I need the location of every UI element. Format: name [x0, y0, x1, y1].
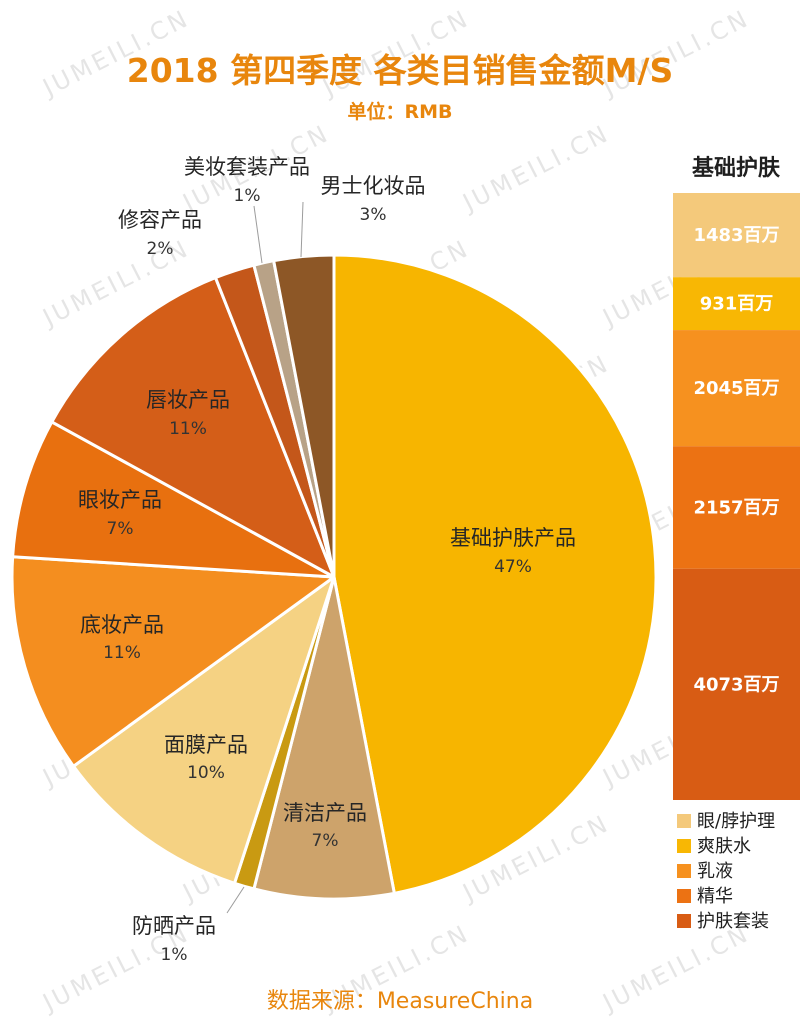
chart-subtitle: 单位：RMB [347, 100, 452, 123]
pie-label-base-makeup: 底妆产品 [80, 613, 164, 637]
leader-line-mens-makeup [300, 201, 304, 258]
legend-label-toner: 爽肤水 [697, 836, 751, 857]
pie-label-face-mask: 面膜产品 [164, 733, 248, 757]
bar-value-label-toner: 931百万 [700, 294, 774, 315]
pie-value-face-mask: 10% [187, 763, 225, 783]
data-source: 数据来源：MeasureChina [267, 989, 533, 1014]
legend-label-skincare-set: 护肤套装 [697, 911, 769, 932]
legend-item: 眼/脖护理 [677, 811, 775, 832]
bar-value-label-lotion: 2045百万 [693, 378, 779, 399]
legend-item: 爽肤水 [677, 836, 751, 857]
pie-slice-cleansing [252, 575, 396, 901]
bar-segment-lotion [673, 330, 800, 447]
pie-label-skincare: 基础护肤产品 [450, 526, 576, 550]
legend-label-eye-neck-care: 眼/脖护理 [697, 811, 775, 832]
pie-label-lip-makeup: 唇妆产品 [146, 388, 230, 412]
pie-value-eye-makeup: 7% [107, 519, 134, 539]
bar-value-label-eye-neck-care: 1483百万 [693, 225, 779, 246]
pie-label-sunscreen: 防晒产品 [132, 914, 216, 938]
pie-value-base-makeup: 11% [103, 643, 141, 663]
bar-segment-serum [673, 446, 800, 569]
bar-segments [673, 193, 800, 800]
stacked-bar-chart: 基础护肤 1483百万 931百万 2045百万 2157百万 4073百万 [673, 156, 800, 800]
legend-swatch-toner [677, 839, 691, 853]
bar-segment-skincare-set [673, 568, 800, 800]
watermark-text: JUMEILI.CN [457, 119, 614, 218]
bar-chart-title: 基础护肤 [692, 156, 781, 181]
bar-value-labels: 1483百万 931百万 2045百万 2157百万 4073百万 [693, 225, 779, 695]
pie-label-eye-makeup: 眼妆产品 [78, 488, 162, 512]
pie-value-lip-makeup: 11% [169, 419, 207, 439]
pie-label-mens-makeup: 男士化妆品 [321, 174, 426, 198]
pie-value-mens-makeup: 3% [360, 205, 387, 225]
pie-value-makeup-set: 1% [234, 186, 261, 206]
legend-swatch-skincare-set [677, 914, 691, 928]
pie-value-contour: 2% [147, 239, 174, 259]
legend-label-serum: 精华 [697, 886, 733, 907]
pie-slice-lip-makeup [50, 276, 336, 579]
legend-item: 护肤套装 [677, 911, 769, 932]
watermark-text: JUMEILI.CN [597, 919, 754, 1018]
pie-label-makeup-set: 美妆套装产品 [184, 155, 310, 179]
pie-slice-eye-makeup [11, 420, 336, 579]
legend-label-lotion: 乳液 [697, 861, 733, 882]
legend-item: 乳液 [677, 861, 733, 882]
legend-swatch-eye-neck-care [677, 814, 691, 828]
pie-labels: 基础护肤产品 47% 清洁产品 7% 防晒产品 1% 面膜产品 10% 底妆产品 11% 眼妆产品 7… [78, 155, 576, 965]
bar-segment-toner [673, 277, 800, 331]
pie-leader-lines [226, 201, 304, 914]
pie-label-cleansing: 清洁产品 [283, 801, 367, 825]
pie-chart: 基础护肤产品 47% 清洁产品 7% 防晒产品 1% 面膜产品 10% 底妆产品 11% 眼妆产品 7… [10, 155, 658, 965]
pie-label-contour: 修容产品 [118, 208, 202, 232]
pie-slice-face-mask [72, 575, 336, 885]
pie-value-skincare: 47% [494, 557, 532, 577]
pie-slice-base-makeup [10, 555, 336, 768]
bar-segment-eye-neck-care [673, 193, 800, 278]
legend-swatch-lotion [677, 864, 691, 878]
pie-value-sunscreen: 1% [161, 945, 188, 965]
pie-slice-mens-makeup [272, 253, 336, 579]
leader-line-makeup-set [253, 205, 263, 264]
bar-value-label-serum: 2157百万 [693, 497, 779, 518]
pie-slice-skincare [332, 253, 658, 895]
legend-item: 精华 [677, 886, 733, 907]
pie-slices [10, 253, 658, 901]
bar-value-label-skincare-set: 4073百万 [693, 674, 779, 695]
leader-line-sunscreen [226, 886, 245, 914]
legend-swatch-serum [677, 889, 691, 903]
chart-title: 2018 第四季度 各类目销售金额M/S [127, 51, 673, 90]
pie-value-cleansing: 7% [312, 831, 339, 851]
